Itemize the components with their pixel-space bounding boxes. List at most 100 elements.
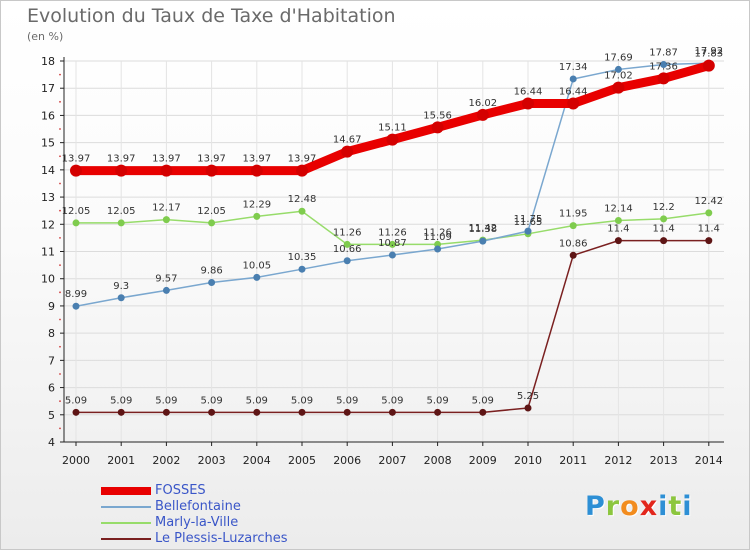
data-point [386, 133, 399, 146]
data-label: 17.02 [604, 71, 633, 82]
data-label: 5.09 [426, 395, 448, 406]
data-label: 17.92 [694, 46, 723, 57]
data-label: 15.56 [423, 110, 452, 121]
data-point [162, 408, 170, 416]
y-tick-label: 13 [41, 191, 55, 204]
data-label: 5.09 [381, 395, 403, 406]
data-point [298, 207, 306, 215]
data-point [614, 65, 622, 73]
y-tick-label: 16 [41, 109, 55, 122]
legend-label: Marly-la-Ville [155, 515, 239, 530]
legend-item: Bellefontaine [101, 499, 421, 515]
data-label: 15.11 [378, 123, 407, 134]
data-label: 8.99 [65, 289, 87, 300]
legend: FOSSES Bellefontaine Marly-la-Ville Le Ples… [101, 483, 421, 547]
x-tick-label: 2012 [604, 454, 632, 467]
data-point [569, 251, 577, 259]
legend-item: Marly-la-Ville [101, 515, 421, 531]
data-label: 5.09 [246, 395, 268, 406]
data-label: 17.36 [649, 61, 678, 72]
data-label: 13.97 [197, 154, 226, 165]
data-point [117, 294, 125, 302]
data-point [72, 219, 80, 227]
data-label: 11.95 [559, 209, 588, 220]
y-minor-mark [59, 373, 61, 375]
x-tick-label: 2011 [559, 454, 587, 467]
data-point [115, 164, 128, 177]
data-label: 10.87 [378, 238, 407, 249]
data-point [567, 97, 580, 110]
y-tick-label: 8 [48, 327, 55, 340]
data-label: 16.44 [559, 86, 588, 97]
data-label: 9.57 [155, 273, 177, 284]
y-tick-label: 15 [41, 137, 55, 150]
data-label: 11.26 [423, 227, 452, 238]
y-tick-label: 7 [48, 354, 55, 367]
legend-label: Bellefontaine [155, 499, 241, 514]
data-label: 11.38 [468, 224, 497, 235]
legend-swatch [101, 506, 151, 508]
data-label: 12.42 [694, 196, 723, 207]
data-point [162, 286, 170, 294]
data-point [612, 81, 625, 94]
y-minor-mark [59, 264, 61, 267]
data-label: 11.26 [378, 227, 407, 238]
data-label: 5.09 [65, 395, 87, 406]
data-point [476, 108, 489, 121]
data-label: 11.26 [333, 227, 362, 238]
y-minor-mark [59, 427, 61, 430]
data-label: 13.97 [62, 154, 91, 165]
data-label: 16.02 [468, 98, 497, 109]
y-minor-mark [59, 400, 61, 403]
data-label: 5.09 [200, 395, 222, 406]
chart-title: Evolution du Taux de Taxe d'Habitation [27, 5, 396, 27]
data-point [253, 273, 261, 281]
data-point [569, 75, 577, 83]
data-point [205, 164, 218, 177]
x-tick-label: 2001 [107, 454, 135, 467]
proxiti-logo: Proxiti [585, 491, 693, 522]
data-point [296, 164, 308, 177]
data-point [614, 216, 622, 224]
logo-letter: x [639, 491, 659, 522]
data-label: 5.09 [155, 395, 177, 406]
data-label: 13.97 [288, 154, 317, 165]
legend-label: Le Plessis-Luzarches [155, 531, 288, 546]
legend-item: FOSSES [101, 483, 421, 499]
data-point [479, 237, 487, 245]
x-tick-label: 2004 [243, 454, 271, 467]
data-label: 5.09 [336, 395, 358, 406]
data-point [388, 240, 396, 248]
data-point [253, 212, 261, 220]
x-tick-label: 2002 [152, 454, 180, 467]
y-tick-label: 11 [41, 246, 55, 259]
data-point [298, 408, 306, 416]
y-minor-mark [59, 236, 61, 239]
data-point [657, 72, 670, 85]
data-label: 11.4 [607, 224, 629, 235]
y-tick-label: 18 [41, 55, 55, 68]
x-tick-label: 2003 [198, 454, 226, 467]
data-label: 11.75 [514, 214, 543, 225]
data-label: 12.05 [107, 206, 136, 217]
logo-letter: i [658, 491, 669, 522]
y-tick-label: 6 [48, 382, 55, 395]
data-point [298, 265, 306, 273]
data-point [208, 408, 216, 416]
data-point [250, 164, 263, 177]
data-point [341, 145, 354, 158]
y-minor-mark [59, 73, 61, 76]
y-tick-label: 12 [41, 218, 55, 231]
data-label: 12.14 [604, 203, 633, 214]
logo-letter: r [605, 491, 621, 522]
data-label: 12.48 [288, 194, 317, 205]
data-point [524, 227, 532, 235]
y-minor-mark [59, 291, 61, 294]
data-point [208, 279, 216, 287]
data-point [388, 408, 396, 416]
logo-letter: t [668, 491, 683, 522]
data-label: 11.4 [652, 224, 674, 235]
data-point [705, 237, 713, 245]
